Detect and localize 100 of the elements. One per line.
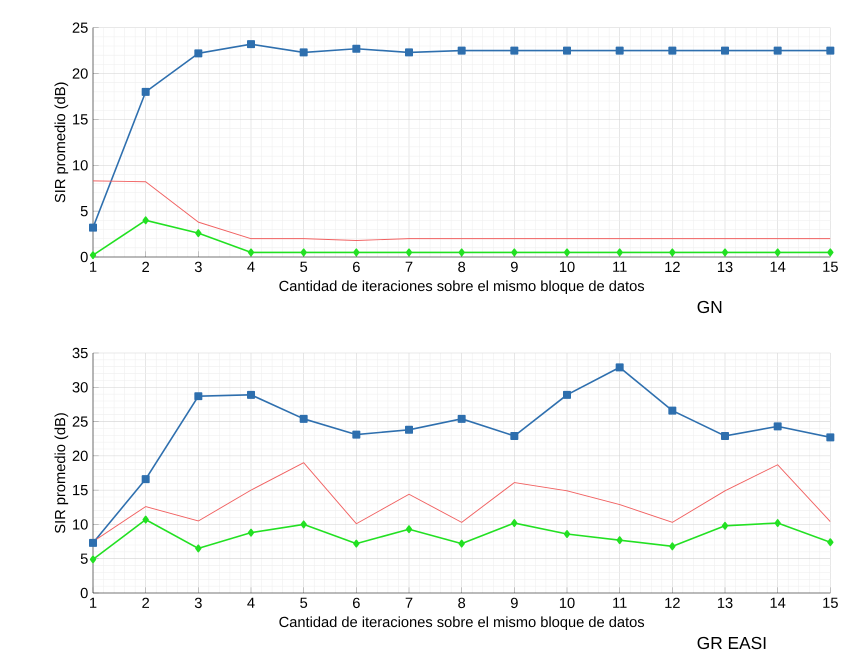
x-tick-label: 5 bbox=[300, 598, 308, 608]
x-tick-label: 11 bbox=[613, 262, 627, 272]
x-tick-label: 15 bbox=[823, 262, 838, 272]
x-tick-label: 4 bbox=[247, 262, 255, 272]
x-tick-label: 9 bbox=[510, 598, 518, 608]
x-tick-label: 10 bbox=[560, 598, 575, 608]
point bbox=[563, 46, 572, 55]
point bbox=[668, 406, 676, 415]
y-tick-label: 35 bbox=[72, 348, 88, 358]
text: GR EASI bbox=[698, 636, 766, 650]
point bbox=[352, 44, 360, 53]
point bbox=[826, 433, 834, 442]
y-tick-label: 20 bbox=[72, 68, 88, 79]
x-tick-label: 2 bbox=[142, 262, 150, 272]
x-tick-label: 5 bbox=[300, 262, 308, 272]
x-tick-label: 3 bbox=[194, 262, 202, 272]
point bbox=[352, 430, 360, 439]
point bbox=[89, 538, 98, 547]
point bbox=[564, 530, 570, 538]
x-axis-title: Cantidad de iteraciones sobre el mismo bloque de datos bbox=[279, 280, 644, 294]
point bbox=[405, 426, 414, 434]
x-tick-label: 13 bbox=[718, 262, 733, 272]
x-tick-label: 6 bbox=[353, 598, 360, 608]
point bbox=[511, 519, 518, 528]
x-tick-label: 12 bbox=[665, 262, 680, 272]
y-tick-label: 5 bbox=[80, 554, 88, 564]
y-tick-label: 30 bbox=[72, 382, 88, 392]
y-tick-label: 25 bbox=[72, 416, 88, 427]
point bbox=[616, 363, 624, 372]
point bbox=[142, 475, 150, 484]
point bbox=[510, 432, 518, 440]
point bbox=[669, 542, 676, 550]
point bbox=[90, 251, 96, 260]
point bbox=[458, 248, 465, 256]
point bbox=[668, 46, 676, 55]
x-tick-label: 3 bbox=[194, 598, 202, 608]
point bbox=[722, 522, 728, 530]
x-tick-label: 11 bbox=[613, 598, 627, 608]
point bbox=[247, 40, 256, 48]
point bbox=[353, 248, 360, 256]
point bbox=[142, 88, 150, 96]
x-tick-label: 8 bbox=[458, 598, 466, 608]
y-axis-title: SIR promedio (dB) bbox=[54, 82, 68, 202]
x-tick-label: 8 bbox=[458, 262, 466, 272]
point bbox=[564, 248, 570, 256]
text: GN bbox=[698, 300, 722, 314]
point bbox=[195, 229, 202, 238]
y-tick-label: 10 bbox=[73, 519, 88, 530]
point bbox=[300, 520, 307, 528]
y-tick-label: 15 bbox=[73, 485, 88, 496]
x-tick-label: 14 bbox=[770, 598, 786, 608]
y-tick-label: 0 bbox=[80, 588, 88, 598]
point bbox=[616, 248, 623, 256]
point bbox=[142, 516, 149, 524]
point bbox=[774, 248, 781, 256]
point bbox=[194, 49, 202, 58]
point bbox=[300, 414, 308, 423]
point bbox=[722, 248, 728, 256]
point bbox=[511, 248, 518, 256]
point bbox=[248, 528, 254, 537]
point bbox=[458, 414, 466, 423]
x-tick-label: 15 bbox=[823, 598, 838, 608]
y-tick-label: 10 bbox=[73, 160, 88, 170]
point bbox=[774, 519, 781, 528]
point bbox=[669, 248, 676, 256]
x-tick-label: 9 bbox=[510, 262, 518, 272]
x-tick-label: 7 bbox=[406, 262, 412, 272]
point bbox=[194, 392, 202, 400]
x-tick-label: 7 bbox=[406, 598, 412, 608]
point bbox=[458, 46, 466, 55]
x-tick-label: 14 bbox=[770, 262, 786, 272]
x-tick-label: 6 bbox=[353, 262, 360, 272]
point bbox=[774, 46, 782, 55]
point bbox=[90, 555, 96, 564]
x-tick-label: 2 bbox=[142, 598, 150, 608]
point bbox=[353, 540, 360, 548]
point bbox=[826, 46, 834, 55]
point bbox=[721, 46, 730, 55]
point bbox=[89, 224, 98, 232]
x-tick-label: 4 bbox=[247, 598, 255, 608]
point bbox=[827, 248, 834, 256]
y-tick-label: 5 bbox=[80, 206, 88, 216]
y-tick-label: 15 bbox=[73, 114, 88, 125]
point bbox=[406, 525, 412, 534]
x-tick-label: 12 bbox=[665, 598, 680, 608]
x-axis-title: Cantidad de iteraciones sobre el mismo bloque de datos bbox=[279, 616, 644, 630]
point bbox=[300, 248, 307, 256]
point bbox=[721, 432, 730, 440]
y-tick-label: 0 bbox=[80, 252, 88, 262]
x-tick-label: 1 bbox=[90, 598, 96, 608]
point bbox=[247, 390, 256, 399]
point bbox=[563, 390, 572, 399]
point bbox=[195, 544, 202, 552]
y-tick-label: 25 bbox=[72, 22, 88, 33]
point bbox=[510, 46, 518, 55]
point bbox=[405, 48, 414, 56]
point bbox=[142, 216, 149, 224]
point bbox=[406, 248, 412, 256]
point bbox=[616, 46, 624, 55]
x-tick-label: 10 bbox=[560, 262, 575, 272]
